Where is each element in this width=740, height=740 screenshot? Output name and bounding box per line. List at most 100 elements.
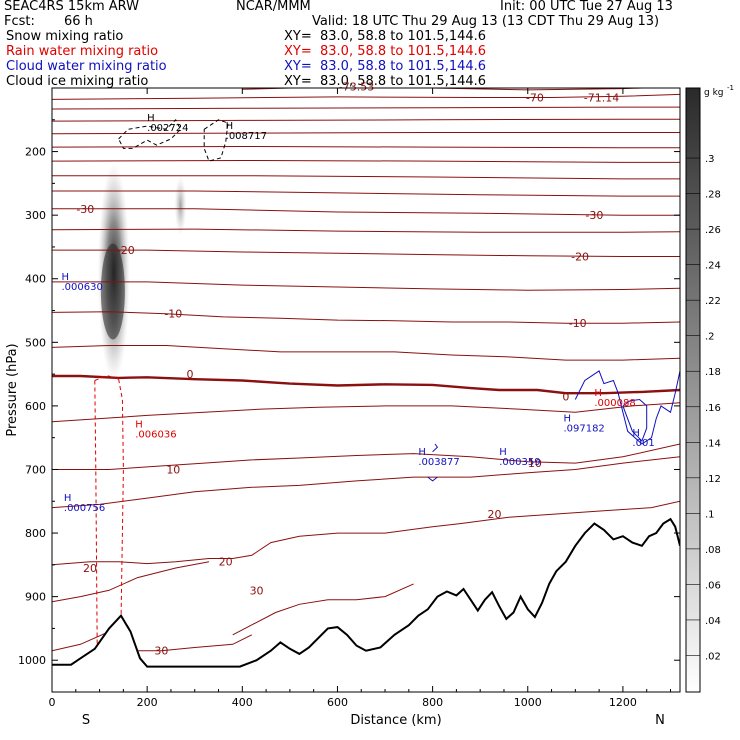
isotherm-20	[52, 500, 680, 566]
contour-label-11: -20	[117, 244, 135, 257]
colorbar-label-1: .04	[705, 616, 721, 627]
y-tick-label-600: 600	[25, 400, 46, 413]
field-name-rain: Rain water mixing ratio	[6, 44, 159, 59]
colorbar-unit-exp: -1	[727, 84, 734, 92]
max-marker-4: H	[64, 493, 72, 504]
contour-label-7: 0	[186, 368, 193, 381]
contour-label-2: 20	[83, 562, 97, 575]
max-marker-3: H	[135, 420, 143, 431]
isotherm-m10	[52, 311, 680, 324]
max-label-5: .003877	[418, 457, 459, 468]
y-tick-label-500: 500	[25, 336, 46, 349]
isotherm-m5	[52, 345, 680, 361]
max-marker-5: H	[418, 447, 426, 458]
x-tick-label-1200: 1200	[609, 696, 637, 709]
field-name-cloud-ice: Cloud ice mixing ratio	[6, 74, 149, 89]
left-end-label: S	[82, 713, 90, 728]
isotherm-m15	[52, 281, 680, 291]
x-tick-label-800: 800	[422, 696, 443, 709]
y-axis-label: Pressure (hPa)	[5, 343, 20, 436]
contour-label-6: 10	[528, 457, 542, 470]
max-marker-2: H	[62, 272, 70, 283]
colorbar-label-6: .14	[705, 438, 721, 449]
max-label-3: .006036	[135, 430, 176, 441]
contour-label-13: -30	[76, 203, 94, 216]
x-tick-label-600: 600	[327, 696, 348, 709]
isotherm-5	[52, 402, 680, 423]
colorbar-label-4: .1	[705, 509, 715, 520]
y-tick-label-700: 700	[25, 463, 46, 476]
isotherm-m70	[52, 93, 680, 100]
init-label: Init: 00 UTC Tue 27 Aug 13	[500, 0, 673, 14]
x-tick-label-1000: 1000	[514, 696, 542, 709]
plot-frame	[51, 87, 681, 693]
contour-label-0: 30	[250, 584, 264, 597]
max-marker-7: H	[594, 388, 602, 399]
isotherm-m25	[52, 228, 680, 233]
colorbar-label-14: .3	[705, 154, 715, 165]
colorbar-label-13: .28	[705, 190, 721, 201]
rain-contour	[94, 380, 105, 661]
max-label-4: .000756	[64, 503, 105, 514]
colorbar-label-12: .26	[705, 225, 721, 236]
field-xy-cloud-ice: XY= 83.0, 58.8 to 101.5,144.6	[284, 74, 487, 89]
y-tick-label-800: 800	[25, 527, 46, 540]
colorbar-label-7: .16	[705, 403, 721, 414]
colorbar-unit: g kg	[704, 88, 724, 98]
contour-label-15: -70	[526, 92, 544, 105]
contour-label-3: 20	[219, 556, 233, 569]
center-label: NCAR/MMM	[236, 0, 311, 14]
y-tick-label-900: 900	[25, 591, 46, 604]
rain-contour-top	[94, 374, 119, 381]
y-tick-label-1000: 1000	[18, 654, 46, 667]
colorbar-label-5: .12	[705, 474, 721, 485]
contour-label-10: -10	[569, 317, 587, 330]
isotherm-m20	[52, 249, 680, 257]
y-tick-label-300: 300	[25, 209, 46, 222]
cloud-water-contour-2	[622, 398, 648, 442]
max-label-6: .000359	[499, 457, 540, 468]
contour-label-12: -20	[571, 250, 589, 263]
max-marker-6: H	[499, 447, 507, 458]
contour-label-5: 10	[166, 463, 180, 476]
max-marker-9: H	[632, 428, 640, 439]
x-tick-label-200: 200	[137, 696, 158, 709]
isotherm-m35	[52, 190, 680, 197]
field-xy-rain: XY= 83.0, 58.8 to 101.5,144.6	[284, 44, 487, 59]
isotherm-15	[52, 456, 680, 509]
isotherm-m30	[52, 208, 680, 216]
contour-label-14: -30	[585, 209, 603, 222]
y-tick-label-200: 200	[25, 146, 46, 159]
isotherm-m40	[52, 175, 680, 180]
cloud-water-contour-3	[432, 443, 439, 453]
isotherm-0	[52, 374, 680, 395]
colorbar-label-0: .02	[705, 651, 721, 662]
cloud-water-contour-1	[574, 370, 680, 445]
fcst-label: Fcst:	[4, 14, 35, 29]
contour-label-16: -71.14	[584, 92, 619, 105]
colorbar-label-8: .18	[705, 367, 721, 378]
max-label-9: .001	[632, 438, 654, 449]
snow-shading-max	[100, 243, 125, 340]
max-marker-1: H	[226, 121, 234, 132]
cloud-ice-contour-1	[118, 118, 182, 149]
isotherm-m50	[52, 145, 680, 149]
y-tick-label-400: 400	[25, 273, 46, 286]
max-label-7: .000088	[594, 398, 635, 409]
cloud-water-contour-4	[427, 476, 438, 482]
terrain-line	[52, 517, 680, 668]
max-label-8: .097182	[563, 423, 604, 434]
contour-label-4: 20	[487, 508, 501, 521]
isotherm-m45	[52, 159, 680, 163]
max-label-1: .008717	[226, 131, 267, 142]
field-name-snow: Snow mixing ratio	[6, 29, 124, 44]
colorbar-label-9: .2	[705, 332, 715, 343]
model-title: SEAC4RS 15km ARW	[4, 0, 140, 14]
contour-label-1: 30	[154, 645, 168, 658]
snow-shading-secondary	[174, 175, 187, 236]
isotherm-m55	[52, 132, 680, 135]
max-marker-0: H	[147, 113, 155, 124]
isotherm-m65	[52, 106, 680, 110]
contour-label-8: 0	[562, 390, 569, 403]
